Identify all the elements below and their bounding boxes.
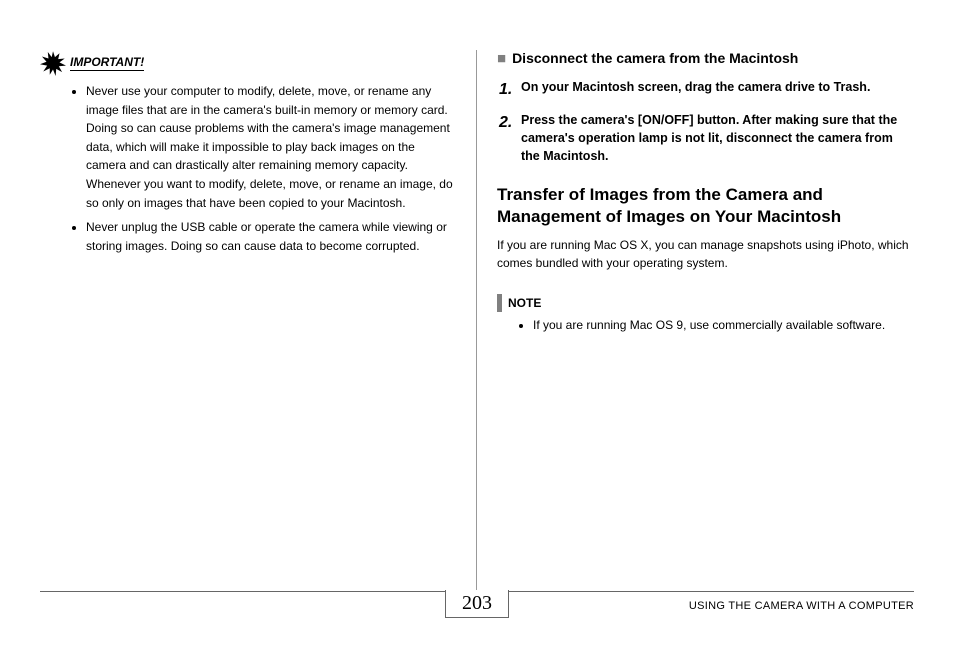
page-footer: 203 USING THE CAMERA WITH A COMPUTER <box>0 591 954 636</box>
step-text: On your Macintosh screen, drag the camer… <box>521 78 870 96</box>
important-header: IMPORTANT! <box>40 50 456 76</box>
note-item: If you are running Mac OS 9, use commerc… <box>533 316 914 335</box>
footer-content: 203 USING THE CAMERA WITH A COMPUTER <box>40 596 914 636</box>
square-bullet-icon: ■ <box>497 50 506 68</box>
step-number: 1. <box>499 78 521 101</box>
note-bar-icon <box>497 294 502 312</box>
footer-section-label: USING THE CAMERA WITH A COMPUTER <box>689 600 914 612</box>
note-bullets: If you are running Mac OS 9, use commerc… <box>497 316 914 335</box>
bullet-item: Never use your computer to modify, delet… <box>86 82 456 212</box>
left-column: IMPORTANT! Never use your computer to mo… <box>40 50 477 590</box>
important-bullets: Never use your computer to modify, delet… <box>40 82 456 255</box>
important-label: IMPORTANT! <box>70 55 144 71</box>
step-item: 2. Press the camera's [ON/OFF] button. A… <box>499 111 914 165</box>
burst-icon <box>40 50 66 76</box>
right-column: ■ Disconnect the camera from the Macinto… <box>477 50 914 590</box>
section-title: Transfer of Images from the Camera and M… <box>497 184 914 228</box>
disconnect-heading-text: Disconnect the camera from the Macintosh <box>512 50 798 66</box>
page-content: IMPORTANT! Never use your computer to mo… <box>0 0 954 590</box>
note-header: NOTE <box>497 294 914 312</box>
step-text: Press the camera's [ON/OFF] button. Afte… <box>521 111 914 165</box>
body-text: If you are running Mac OS X, you can man… <box>497 236 914 272</box>
step-item: 1. On your Macintosh screen, drag the ca… <box>499 78 914 101</box>
page-number: 203 <box>445 590 509 618</box>
steps-list: 1. On your Macintosh screen, drag the ca… <box>497 78 914 166</box>
bullet-item: Never unplug the USB cable or operate th… <box>86 218 456 255</box>
disconnect-heading: ■ Disconnect the camera from the Macinto… <box>497 50 914 68</box>
step-number: 2. <box>499 111 521 134</box>
note-label: NOTE <box>508 296 541 310</box>
